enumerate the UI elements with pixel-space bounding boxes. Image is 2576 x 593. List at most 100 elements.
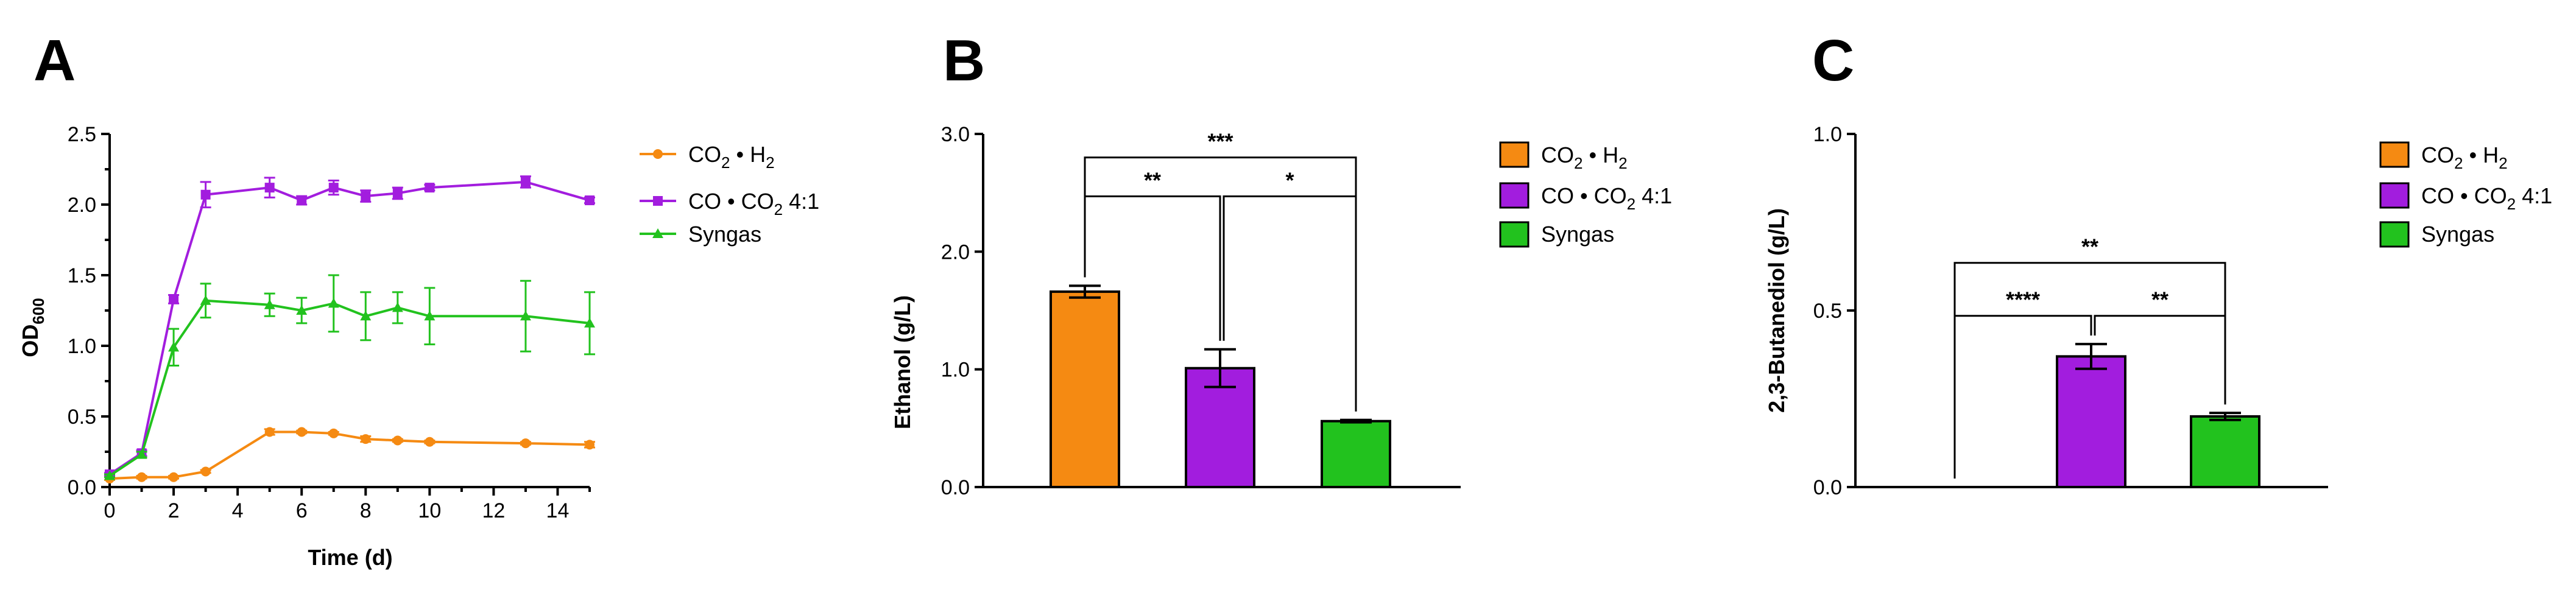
series-line-co2_h2	[109, 430, 590, 480]
series-co2_h2	[104, 427, 595, 484]
x-tick-label: 12	[482, 499, 505, 522]
legend-a-co-co2-label: CO • CO2 4:1	[688, 189, 819, 219]
data-point	[136, 472, 147, 482]
legend-a-co-co2: CO • CO2 4:1	[640, 189, 819, 219]
data-point	[200, 189, 211, 200]
legend-b-co2-h2-label: CO2 • H2	[1541, 142, 1628, 172]
data-point	[169, 294, 179, 304]
x-tick-label: 4	[232, 499, 244, 522]
y-tick-label: 2.0	[941, 240, 970, 264]
x-tick-label: 2	[168, 499, 180, 522]
data-point	[392, 435, 403, 446]
series-line-co_co2	[108, 180, 590, 475]
data-point	[264, 183, 275, 193]
legend-a-syngas-label: Syngas	[688, 222, 761, 247]
data-point	[264, 427, 275, 437]
legend-b-syngas-swatch	[1499, 221, 1530, 248]
significance-label: ****	[2006, 287, 2040, 312]
panel-a-series	[104, 175, 595, 484]
legend-b-co2-h2-swatch	[1499, 141, 1530, 168]
panel-a-axes: 0.0 0.5 1.0 1.5 2.0 2.5 0 2 4 6 8 10 12 14	[68, 123, 591, 522]
data-point	[425, 437, 435, 447]
data-point	[104, 470, 115, 480]
panel-b-legend: CO2 • H2 CO • CO2 4:1 Syngas	[1499, 141, 1672, 248]
data-point	[136, 449, 147, 459]
data-point	[200, 295, 211, 305]
panel-b: B 0.01.02.03.0 ** **** Ethanol (g/L) CO2 …	[890, 28, 1672, 499]
y-tick-label: 0.0	[68, 476, 96, 499]
data-point	[584, 317, 595, 328]
data-point	[520, 177, 531, 187]
data-point	[297, 195, 307, 206]
panel-letter-b: B	[943, 28, 985, 93]
panel-a-ylabel: OD600	[18, 298, 48, 357]
x-tick-label: 0	[104, 499, 116, 522]
panel-a: A 0.0 0.5 1.0 1.5 2.0 2.5 0 2 4 6 8 10 12 14 OD600 Ti…	[18, 28, 819, 570]
panel-c-bars: **** ****	[1953, 234, 2260, 489]
y-tick-label: 1.0	[68, 335, 96, 358]
data-point	[520, 311, 531, 321]
data-point	[297, 427, 307, 437]
x-tick-label: 10	[418, 499, 441, 522]
data-point	[520, 438, 531, 449]
y-tick-label: 1.0	[941, 359, 970, 382]
panel-c-legend: CO2 • H2 CO • CO2 4:1 Syngas	[2379, 141, 2552, 248]
legend-b-syngas-label: Syngas	[1541, 222, 1614, 247]
bar-syngas	[2190, 415, 2260, 488]
data-point	[328, 428, 339, 438]
legend-b-co-co2-label: CO • CO2 4:1	[1541, 183, 1672, 213]
data-point	[585, 195, 595, 206]
series-co_co2	[104, 175, 595, 480]
legend-a-co2-h2-label: CO2 • H2	[688, 142, 775, 172]
data-point	[360, 311, 372, 321]
panel-b-bars: ** ****	[1050, 129, 1391, 489]
y-tick-label: 3.0	[941, 123, 970, 146]
panel-a-legend: CO2 • H2 CO • CO2 4:1 Syngas	[640, 142, 819, 247]
y-tick-label: 0.0	[941, 476, 970, 499]
series-syngas	[104, 274, 595, 480]
data-point	[585, 440, 595, 450]
legend-b-co-co2-swatch	[1499, 182, 1530, 209]
x-tick-label: 14	[546, 499, 570, 522]
significance-label: ***	[1207, 129, 1233, 154]
legend-c-co2-h2-label: CO2 • H2	[2421, 142, 2508, 172]
significance-bracket: ***	[1084, 129, 1357, 412]
y-tick-label: 2.5	[68, 123, 96, 146]
x-tick-label: 8	[360, 499, 372, 522]
data-point	[200, 466, 211, 477]
data-point	[425, 183, 435, 193]
legend-c-co-co2-label: CO • CO2 4:1	[2421, 183, 2552, 213]
significance-label: **	[2081, 234, 2098, 259]
significance-label: *	[1285, 167, 1294, 192]
legend-a-co2-h2: CO2 • H2	[640, 142, 775, 172]
significance-label: **	[1144, 167, 1161, 192]
data-point	[361, 434, 371, 444]
data-point	[328, 298, 339, 308]
legend-c-co2-h2-swatch	[2379, 141, 2410, 168]
data-point	[328, 183, 339, 193]
panel-b-ylabel: Ethanol (g/L)	[890, 295, 915, 429]
panel-letter-a: A	[34, 28, 76, 93]
data-point	[264, 299, 275, 309]
data-point	[392, 302, 403, 312]
panel-c: C 0.00.51.0 **** **** 2,3-Butanediol (g/L…	[1764, 28, 2552, 499]
y-tick-label: 0.5	[1813, 300, 1842, 323]
data-point	[392, 188, 403, 198]
data-point	[424, 311, 436, 321]
y-tick-label: 2.0	[68, 194, 96, 217]
y-tick-label: 0.5	[68, 405, 96, 429]
legend-c-syngas-label: Syngas	[2421, 222, 2494, 247]
series-line-syngas	[108, 299, 590, 477]
panel-c-ylabel: 2,3-Butanediol (g/L)	[1764, 208, 1789, 413]
data-point	[169, 472, 179, 482]
data-point	[168, 342, 180, 352]
panel-a-xlabel: Time (d)	[308, 545, 392, 570]
y-tick-label: 1.0	[1813, 123, 1842, 146]
significance-bracket: **	[1953, 234, 2226, 479]
data-point	[296, 305, 308, 315]
y-tick-label: 0.0	[1813, 476, 1842, 499]
bar-syngas	[1321, 419, 1391, 489]
bar-co2_h2	[1050, 290, 1120, 488]
bar-co_co2	[2056, 355, 2126, 489]
panel-letter-c: C	[1812, 28, 1854, 93]
